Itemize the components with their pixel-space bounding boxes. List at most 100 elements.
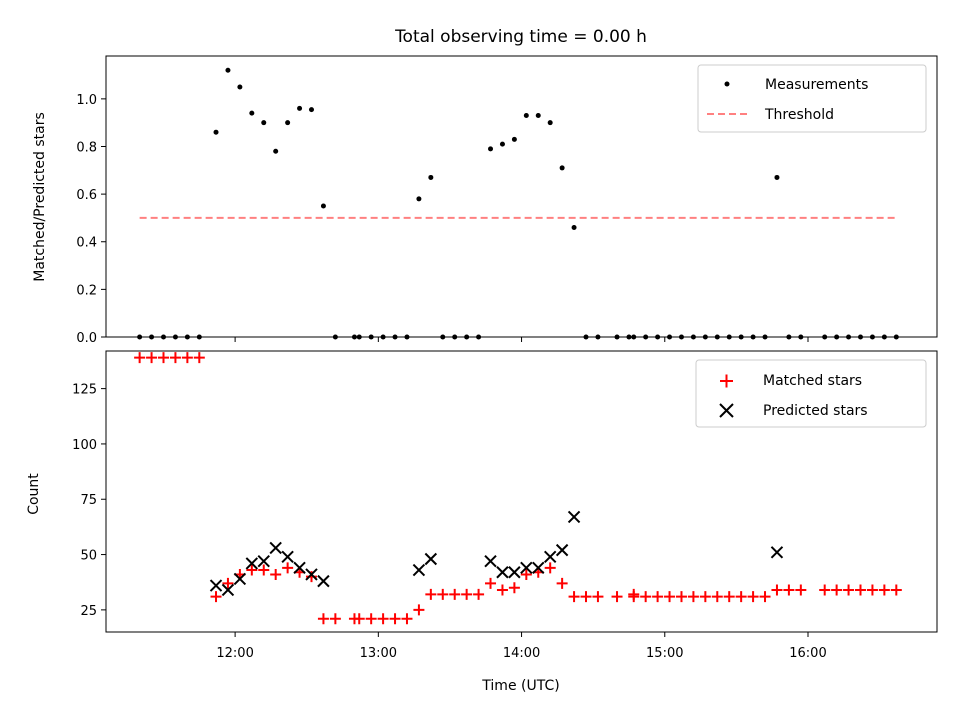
measurement-point xyxy=(428,174,434,180)
matched-star-point xyxy=(652,591,664,603)
predicted-star-point xyxy=(496,566,509,579)
x-tick-label: 16:00 xyxy=(789,646,826,661)
matched-star-point xyxy=(282,562,294,574)
x-tick-label: 13:00 xyxy=(360,646,397,661)
predicted-star-point xyxy=(293,561,306,575)
legend-measurement-marker xyxy=(724,81,730,87)
measurement-point xyxy=(523,113,529,119)
matched-star-point xyxy=(890,584,902,596)
matched-star-point xyxy=(640,591,652,603)
matched-star-point xyxy=(258,564,270,576)
predicted-star-point xyxy=(317,574,330,588)
predicted-star-point xyxy=(281,550,294,563)
matched-star-point xyxy=(735,591,747,603)
measurement-point xyxy=(499,141,505,147)
legend-measurements-label: Measurements xyxy=(765,77,868,93)
matched-star-point xyxy=(193,352,205,364)
y-tick-label: 75 xyxy=(80,493,97,508)
measurement-point xyxy=(261,120,267,126)
matched-star-point xyxy=(831,584,843,596)
predicted-star-point xyxy=(412,563,426,577)
matched-star-point xyxy=(508,582,520,594)
matched-star-point xyxy=(270,568,282,580)
ratio-y-axis-label: Matched/Predicted stars xyxy=(32,112,48,282)
matched-star-point xyxy=(389,613,401,625)
predicted-star-point xyxy=(233,572,247,586)
matched-star-point xyxy=(365,613,377,625)
predicted-star-point xyxy=(305,568,318,581)
count-marks xyxy=(134,352,902,625)
matched-star-point xyxy=(222,577,234,589)
y-tick-label: 0.8 xyxy=(76,140,97,155)
x-tick-label: 15:00 xyxy=(646,646,683,661)
y-tick-label: 0.0 xyxy=(76,331,97,346)
predicted-star-point xyxy=(221,583,235,597)
count-y-ticks: 25 50 75 100 125 xyxy=(72,383,106,619)
matched-star-point xyxy=(783,584,795,596)
matched-star-point xyxy=(771,584,783,596)
matched-star-point xyxy=(485,577,497,589)
matched-star-point xyxy=(377,613,389,625)
matched-star-point xyxy=(473,588,485,600)
matched-star-point xyxy=(878,584,890,596)
matched-star-point xyxy=(449,588,461,600)
measurement-point xyxy=(535,113,541,119)
count-legend-box xyxy=(695,359,927,428)
matched-star-point xyxy=(747,591,759,603)
legend-matched-label: Matched stars xyxy=(763,373,862,389)
matched-star-point xyxy=(169,352,181,364)
matched-star-point xyxy=(425,588,437,600)
count-y-axis-label: Count xyxy=(26,473,42,515)
matched-star-point xyxy=(246,564,258,576)
matched-star-point xyxy=(675,591,687,603)
predicted-star-point xyxy=(269,541,282,555)
y-tick-label: 1.0 xyxy=(76,93,97,108)
matched-star-point xyxy=(181,352,193,364)
x-axis-label: Time (UTC) xyxy=(481,678,559,694)
predicted-star-point xyxy=(209,579,223,592)
matched-star-point xyxy=(401,613,413,625)
predicted-star-point xyxy=(567,510,581,524)
x-tick-label: 14:00 xyxy=(503,646,540,661)
matched-star-point xyxy=(568,591,580,603)
predicted-star-point xyxy=(543,550,557,563)
legend-predicted-marker xyxy=(719,403,734,418)
matched-star-point xyxy=(437,588,449,600)
measurement-point xyxy=(285,120,291,126)
measurement-point xyxy=(213,129,219,135)
measurement-point xyxy=(320,203,326,209)
measurement-point xyxy=(511,136,517,142)
matched-star-point xyxy=(305,571,317,583)
matched-star-point xyxy=(210,591,222,603)
matched-star-point xyxy=(819,584,831,596)
predicted-star-point xyxy=(257,554,270,568)
measurement-point xyxy=(249,110,255,116)
measurement-point xyxy=(488,146,494,152)
matched-star-point xyxy=(158,352,170,364)
matched-star-point xyxy=(611,591,623,603)
matched-star-point xyxy=(317,613,329,625)
y-tick-label: 0.2 xyxy=(76,283,97,298)
ratio-legend: Measurements Threshold xyxy=(697,64,927,133)
matched-star-point xyxy=(146,352,158,364)
matched-star-point xyxy=(855,584,867,596)
measurement-point xyxy=(774,174,780,180)
matched-star-point xyxy=(759,591,771,603)
predicted-star-point xyxy=(555,543,569,557)
predicted-star-point xyxy=(245,557,259,570)
predicted-star-point xyxy=(508,566,521,579)
measurement-point xyxy=(571,224,577,230)
matched-star-point xyxy=(843,584,855,596)
count-legend: Matched stars Predicted stars xyxy=(695,359,927,428)
legend-predicted-label: Predicted stars xyxy=(763,403,868,419)
matched-star-point xyxy=(628,588,640,600)
matched-star-point xyxy=(711,591,723,603)
legend-matched-marker xyxy=(720,374,733,388)
measurement-point xyxy=(237,84,243,90)
matched-star-point xyxy=(461,588,473,600)
y-tick-label: 100 xyxy=(72,438,97,453)
measurement-point xyxy=(559,165,565,171)
matched-star-point xyxy=(353,613,365,625)
matched-star-point xyxy=(544,562,556,574)
